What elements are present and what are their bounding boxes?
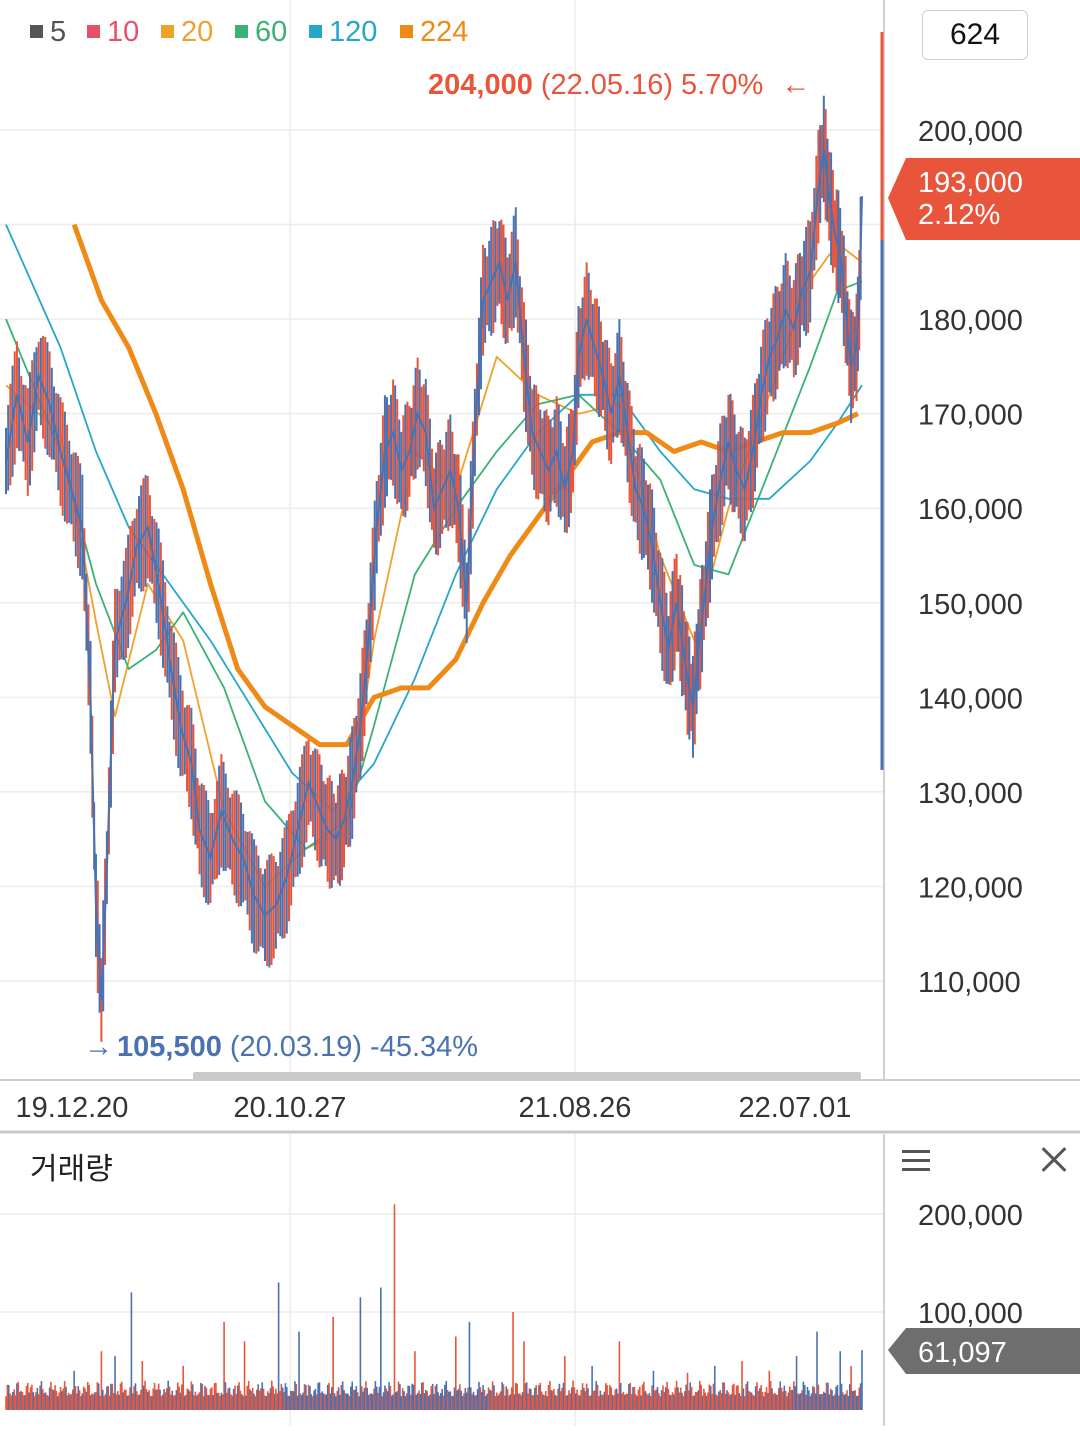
legend-label-60: 60 [255, 16, 287, 48]
legend: 5 10 20 60 120 224 [30, 16, 468, 48]
price-axis: 200,000 180,000 170,000 160,000 150,000 140,0… [918, 116, 1023, 999]
current-price: 193,000 [918, 167, 1023, 199]
current-volume: 61,097 [918, 1337, 1007, 1369]
scroll-bar[interactable] [193, 1072, 861, 1080]
y-tick-label: 170,000 [918, 400, 1023, 432]
volume-axis: 200,000 100,000 [918, 1200, 1023, 1330]
current-price-badge-bg [888, 158, 1080, 240]
x-tick-label: 20.10.27 [234, 1092, 347, 1124]
volume-title: 거래량 [30, 1153, 113, 1186]
current-pct: 2.12% [918, 199, 1000, 231]
x-tick-label: 22.07.01 [739, 1092, 852, 1124]
arrow-right-icon: → [84, 1031, 113, 1063]
legend-label-20: 20 [181, 16, 213, 48]
high-pct: 5.70% [681, 69, 763, 101]
high-marker: 204,000 (22.05.16) 5.70% ← [428, 69, 810, 101]
vertical-grid [289, 0, 576, 1426]
legend-label-120: 120 [329, 16, 377, 48]
legend-swatch-60 [235, 25, 248, 38]
x-tick-label: 21.08.26 [519, 1092, 632, 1124]
low-marker: → 105,500 (20.03.19) -45.34% [84, 1031, 478, 1063]
y-tick-label: 180,000 [918, 305, 1023, 337]
close-icon[interactable] [1034, 1140, 1074, 1180]
high-price: 204,000 [428, 69, 533, 101]
hamburger-icon[interactable] [896, 1140, 936, 1180]
y-tick-label: 200,000 [918, 116, 1023, 148]
y-tick-label: 130,000 [918, 778, 1023, 810]
legend-label-5: 5 [50, 16, 66, 48]
y-tick-label: 160,000 [918, 494, 1023, 526]
legend-swatch-5 [30, 25, 43, 38]
low-date: (20.03.19) [230, 1031, 362, 1063]
vol-tick-label: 100,000 [918, 1298, 1023, 1330]
current-price-badge: 193,000 2.12% [888, 158, 1080, 240]
date-axis: 19.12.20 20.10.27 21.08.26 22.07.01 [16, 1092, 852, 1124]
legend-swatch-120 [309, 25, 322, 38]
y-tick-label: 120,000 [918, 872, 1023, 904]
legend-swatch-224 [400, 25, 413, 38]
vol-tick-label: 200,000 [918, 1200, 1023, 1232]
arrow-left-icon: ← [781, 69, 810, 101]
legend-swatch-20 [161, 25, 174, 38]
low-price: 105,500 [117, 1031, 222, 1063]
high-date: (22.05.16) [541, 69, 673, 101]
current-volume-badge-bg [888, 1328, 1080, 1374]
volume-grid [0, 1213, 884, 1313]
x-tick-label: 19.12.20 [16, 1092, 129, 1124]
legend-label-224: 224 [420, 16, 468, 48]
price-line[interactable] [5, 95, 863, 1042]
low-pct: -45.34% [370, 1031, 478, 1063]
price-close-line [5, 148, 863, 1001]
y-tick-label: 140,000 [918, 683, 1023, 715]
current-volume-badge: 61,097 [888, 1328, 1080, 1374]
legend-swatch-10 [87, 25, 100, 38]
y-tick-label: 150,000 [918, 589, 1023, 621]
volume-bars[interactable] [5, 1204, 863, 1410]
y-tick-label: 110,000 [918, 967, 1021, 999]
period-selector[interactable]: 624 [922, 10, 1028, 60]
legend-label-10: 10 [107, 16, 139, 48]
